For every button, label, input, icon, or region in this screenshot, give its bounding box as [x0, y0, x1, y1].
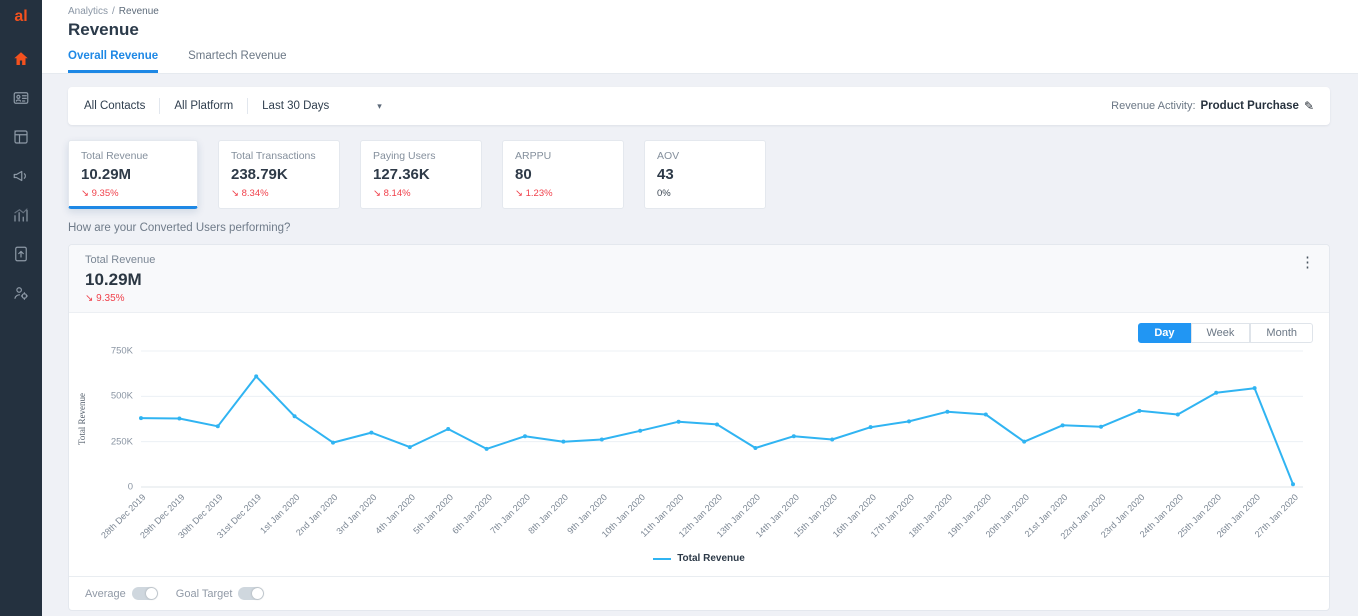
kpi-label: Total Transactions	[231, 150, 316, 162]
chart-title: Total Revenue	[85, 254, 156, 266]
page-header: Analytics / Revenue Revenue Overall Revenu…	[42, 0, 1358, 74]
brand-logo[interactable]: al	[14, 8, 28, 25]
kpi-delta: ↘ 8.34%	[231, 188, 269, 199]
announcements-icon[interactable]	[12, 167, 30, 185]
delta-down-icon: ↘	[85, 293, 94, 304]
kpi-label: Paying Users	[373, 150, 436, 162]
delta-down-icon: ↘	[515, 188, 523, 199]
goal-target-toggle-switch[interactable]	[238, 587, 265, 600]
kpi-card-aov[interactable]: AOV 43 0%	[644, 140, 766, 209]
admin-settings-icon[interactable]	[12, 284, 30, 302]
kpi-card-total-revenue[interactable]: Total Revenue 10.29M ↘ 9.35%	[68, 140, 198, 209]
kpi-row: Total Revenue 10.29M ↘ 9.35% Total Trans…	[68, 140, 1330, 209]
page-title: Revenue	[68, 20, 139, 39]
kpi-value: 238.79K	[231, 166, 288, 183]
tab-smartech-revenue[interactable]: Smartech Revenue	[188, 50, 287, 62]
kebab-menu-icon[interactable]: ⋮	[1300, 254, 1315, 271]
revenue-line-chart	[139, 350, 1303, 488]
x-axis-labels: 28th Dec 2019 29th Dec 2019 30th Dec 2019 3…	[99, 492, 1301, 542]
average-toggle[interactable]: Average	[85, 587, 158, 600]
chart-value: 10.29M	[85, 270, 142, 289]
y-tick-label: 750K	[110, 345, 133, 357]
breadcrumb-analytics[interactable]: Analytics	[68, 6, 109, 17]
plot-area: Total Revenue 0 250K 500K 750K 28th Dec 201…	[77, 346, 1303, 551]
kpi-card-paying-users[interactable]: Paying Users 127.36K ↘ 8.14%	[360, 140, 482, 209]
y-tick-label: 500K	[110, 390, 133, 402]
filter-divider	[247, 98, 249, 114]
chart-legend[interactable]: Total Revenue	[85, 551, 1313, 572]
chart-body: Day Week Month Total Revenue 0 250K 500K 75…	[69, 313, 1329, 576]
breadcrumb-revenue: Revenue	[118, 6, 159, 17]
revenue-activity-value: Product Purchase	[1200, 100, 1299, 112]
kpi-label: AOV	[657, 150, 680, 162]
sidebar: al	[0, 0, 42, 616]
y-tick-label: 0	[127, 481, 133, 493]
analytics-icon[interactable]	[12, 206, 30, 224]
total-revenue-chart-card: Total Revenue 10.29M ↘ 9.35% ⋮ Day Week …	[68, 244, 1330, 611]
chart-delta: ↘ 9.35%	[85, 293, 125, 304]
kpi-label: Total Revenue	[81, 150, 149, 162]
kpi-card-total-transactions[interactable]: Total Transactions 238.79K ↘ 8.34%	[218, 140, 340, 209]
edit-pencil-icon[interactable]: ✎	[1303, 99, 1314, 113]
y-tick-label: 250K	[110, 436, 133, 448]
content: All Contacts All Platform Last 30 Days ▾…	[42, 74, 1358, 616]
legend-label: Total Revenue	[677, 553, 745, 564]
breadcrumb: Analytics / Revenue	[68, 6, 1358, 17]
breadcrumb-separator: /	[112, 6, 115, 17]
average-toggle-label: Average	[85, 587, 126, 600]
revenue-activity: Revenue Activity: Product Purchase ✎	[1111, 99, 1314, 113]
chart-footer: Average Goal Target	[69, 576, 1329, 610]
main-area: Analytics / Revenue Revenue Overall Revenu…	[42, 0, 1358, 616]
delta-down-icon: ↘	[81, 188, 89, 199]
campaigns-icon[interactable]	[12, 128, 30, 146]
granularity-day-button[interactable]: Day	[1138, 323, 1191, 343]
granularity-toggle-group: Day Week Month	[1138, 323, 1313, 343]
kpi-value: 43	[657, 166, 674, 183]
delta-down-icon: ↘	[373, 188, 381, 199]
legend-line-marker	[653, 557, 672, 560]
kpi-card-arppu[interactable]: ARPPU 80 ↘ 1.23%	[502, 140, 624, 209]
average-toggle-switch[interactable]	[131, 587, 158, 600]
filter-all-platform[interactable]: All Platform	[174, 100, 234, 112]
tab-overall-revenue[interactable]: Overall Revenue	[68, 50, 159, 73]
filter-divider	[159, 98, 161, 114]
section-question: How are your Converted Users performing?	[68, 222, 291, 234]
chart-header: Total Revenue 10.29M ↘ 9.35% ⋮	[69, 245, 1329, 313]
filter-date-range[interactable]: Last 30 Days	[262, 100, 330, 112]
goal-target-toggle[interactable]: Goal Target	[176, 587, 265, 600]
y-axis-title: Total Revenue	[77, 392, 88, 446]
contacts-icon[interactable]	[12, 89, 30, 107]
chevron-down-icon[interactable]: ▾	[377, 100, 382, 111]
kpi-label: ARPPU	[515, 150, 552, 162]
delta-down-icon: ↘	[231, 188, 239, 199]
kpi-value: 80	[515, 166, 532, 183]
kpi-value: 127.36K	[373, 166, 430, 183]
kpi-delta: ↘ 9.35%	[81, 188, 119, 199]
goal-target-toggle-label: Goal Target	[175, 587, 233, 600]
filter-bar: All Contacts All Platform Last 30 Days ▾…	[68, 87, 1330, 125]
kpi-delta: ↘ 8.14%	[373, 188, 411, 199]
kpi-delta: 0%	[657, 188, 671, 199]
home-icon[interactable]	[12, 50, 30, 68]
tab-bar: Overall Revenue Smartech Revenue	[68, 50, 1358, 73]
line-chart-plot: Total Revenue 0 250K 500K 750K	[77, 346, 1303, 493]
granularity-month-button[interactable]: Month	[1250, 323, 1313, 343]
granularity-week-button[interactable]: Week	[1190, 323, 1251, 343]
filter-all-contacts[interactable]: All Contacts	[84, 100, 146, 112]
kpi-value: 10.29M	[81, 166, 132, 183]
kpi-delta: ↘ 1.23%	[515, 188, 553, 199]
granularity-row: Day Week Month	[85, 323, 1313, 343]
export-icon[interactable]	[12, 245, 30, 263]
revenue-activity-label: Revenue Activity:	[1111, 100, 1196, 112]
